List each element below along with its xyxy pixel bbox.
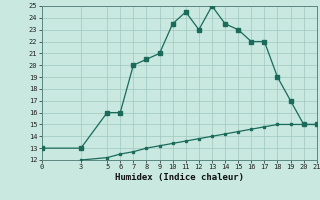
X-axis label: Humidex (Indice chaleur): Humidex (Indice chaleur): [115, 173, 244, 182]
